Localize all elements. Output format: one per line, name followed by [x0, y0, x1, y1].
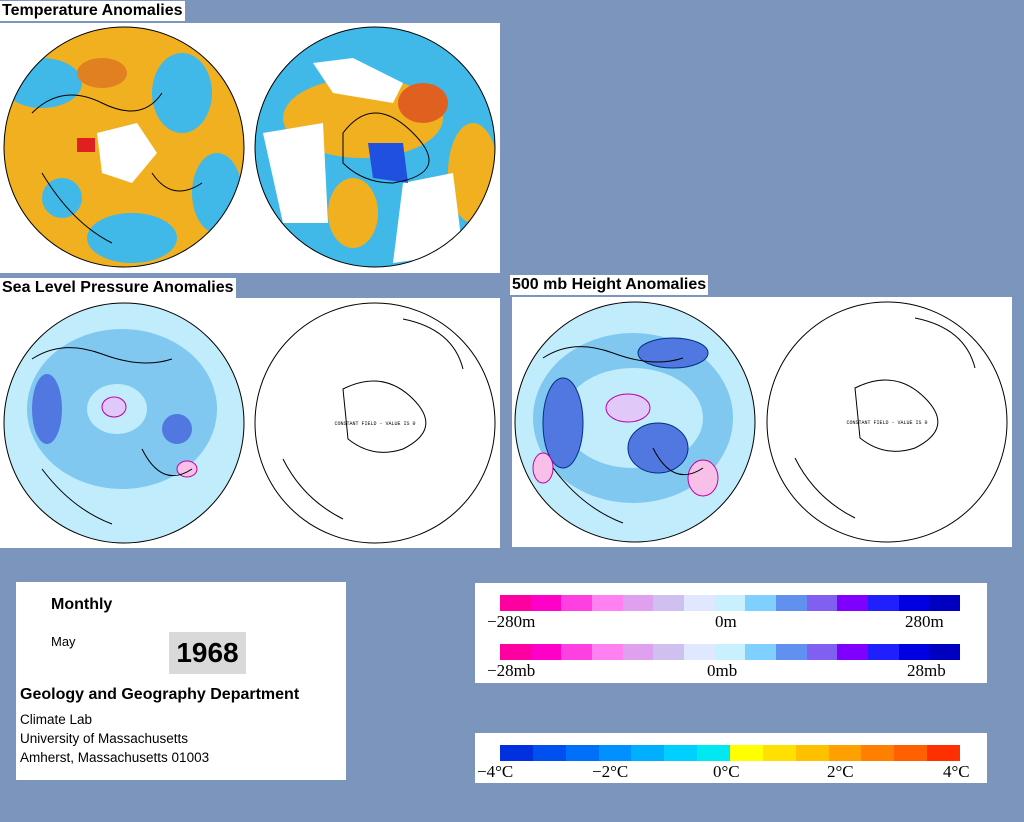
slp-swatch-2 — [561, 644, 593, 660]
height-swatch-4 — [622, 595, 654, 611]
temperature-swatch-8 — [762, 745, 796, 761]
height-swatch-6 — [684, 595, 715, 611]
temperature-swatch-0 — [500, 745, 533, 761]
slp-swatch-7 — [714, 644, 746, 660]
temperature-legend: −4°C −2°C 0°C 2°C 4°C — [475, 733, 987, 783]
height-swatch-10 — [806, 595, 838, 611]
height500-title: 500 mb Height Anomalies — [510, 275, 709, 295]
temperature-swatch-12 — [894, 745, 928, 761]
temperature-panel — [0, 23, 500, 273]
temperature-swatch-3 — [598, 745, 632, 761]
slp-swatch-4 — [622, 644, 654, 660]
temp-tick-minus4: −4°C — [477, 762, 514, 781]
temp-tick-minus2: −2°C — [592, 762, 629, 781]
temp-tick-plus2: 2°C — [827, 762, 854, 781]
temperature-color-bar — [500, 745, 961, 761]
height-swatch-13 — [898, 595, 930, 611]
slp-swatch-0 — [500, 644, 531, 660]
height-tick-zero: 0m — [715, 612, 737, 631]
slp-swatch-13 — [898, 644, 930, 660]
temperature-north-globe — [2, 23, 247, 271]
slp-panel: CONSTANT FIELD - VALUE IS 0 — [0, 298, 500, 548]
height-swatch-14 — [929, 595, 961, 611]
height-swatch-2 — [561, 595, 593, 611]
slp-tick-zero: 0mb — [707, 661, 738, 680]
slp-swatch-14 — [929, 644, 961, 660]
slp-swatch-8 — [745, 644, 777, 660]
year-label: 1968 — [169, 632, 246, 674]
height-swatch-8 — [745, 595, 777, 611]
height-tick-min: −280m — [487, 612, 536, 631]
temp-tick-zero: 0°C — [713, 762, 740, 781]
slp-swatch-1 — [530, 644, 562, 660]
slp-north-globe — [2, 299, 247, 547]
height-swatch-12 — [868, 595, 899, 611]
temperature-swatch-7 — [730, 745, 763, 761]
height500-panel: CONSTANT FIELD - VALUE IS 0 — [512, 297, 1012, 547]
temperature-swatch-9 — [795, 745, 829, 761]
slp-color-bar — [500, 644, 961, 660]
university-label: University of Massachusetts — [20, 731, 189, 746]
height-swatch-7 — [714, 595, 746, 611]
temperature-swatch-6 — [697, 745, 731, 761]
height500-constant-label: CONSTANT FIELD - VALUE IS 0 — [846, 420, 927, 426]
period-label: Monthly — [51, 596, 113, 613]
height-swatch-11 — [837, 595, 869, 611]
lab-label: Climate Lab — [20, 712, 93, 727]
temperature-swatch-1 — [532, 745, 566, 761]
temperature-title: Temperature Anomalies — [0, 1, 185, 21]
slp-swatch-3 — [592, 644, 623, 660]
height-swatch-0 — [500, 595, 531, 611]
temperature-swatch-4 — [631, 745, 665, 761]
slp-swatch-9 — [776, 644, 807, 660]
temperature-swatch-5 — [664, 745, 698, 761]
temp-tick-plus4: 4°C — [943, 762, 970, 781]
height-swatch-9 — [776, 595, 807, 611]
slp-swatch-6 — [684, 644, 715, 660]
slp-swatch-12 — [868, 644, 899, 660]
slp-swatch-10 — [806, 644, 838, 660]
temperature-swatch-10 — [828, 745, 862, 761]
height-swatch-3 — [592, 595, 623, 611]
temperature-swatch-11 — [861, 745, 895, 761]
height-swatch-5 — [653, 595, 685, 611]
temperature-swatch-2 — [565, 745, 599, 761]
temperature-south-globe — [253, 23, 498, 271]
temperature-swatch-13 — [927, 745, 961, 761]
height-tick-max: 280m — [905, 612, 944, 631]
department-label: Geology and Geography Department — [20, 686, 300, 703]
slp-constant-label: CONSTANT FIELD - VALUE IS 0 — [334, 421, 415, 427]
month-label: May — [51, 634, 76, 649]
height500-north-globe — [513, 298, 758, 546]
slp-tick-max: 28mb — [907, 661, 946, 680]
height-color-bar — [500, 595, 961, 611]
slp-south-globe: CONSTANT FIELD - VALUE IS 0 — [253, 299, 498, 547]
pressure-legend: −280m 0m 280m −28mb 0mb 28mb — [475, 583, 987, 683]
slp-swatch-11 — [837, 644, 869, 660]
slp-title: Sea Level Pressure Anomalies — [0, 278, 236, 298]
height-swatch-1 — [530, 595, 562, 611]
height500-south-globe: CONSTANT FIELD - VALUE IS 0 — [765, 298, 1010, 546]
slp-tick-min: −28mb — [487, 661, 536, 680]
info-panel: Monthly May 1968 Geology and Geography D… — [16, 582, 346, 780]
address-label: Amherst, Massachusetts 01003 — [20, 750, 210, 765]
slp-swatch-5 — [653, 644, 685, 660]
